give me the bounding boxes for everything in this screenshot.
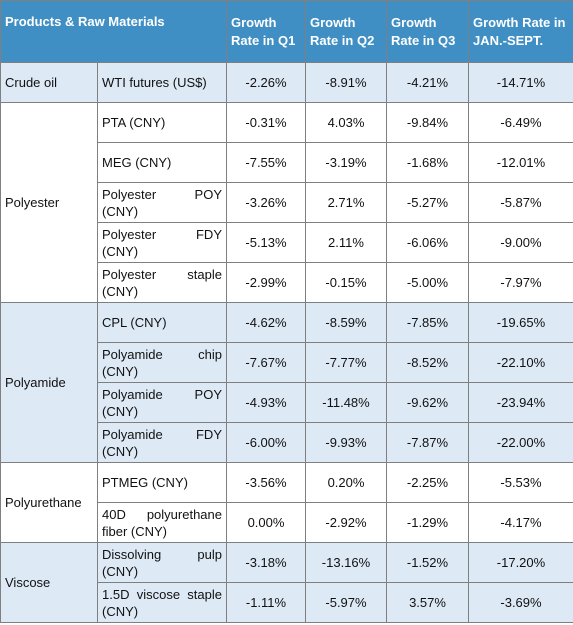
table-row: Viscose Dissolving pulp (CNY) -3.18% -13.16… [0,542,573,623]
table-row: Polyamide CPL (CNY) -4.62% -8.59% -7.85% -19.… [0,302,573,463]
q3-value-cell: -9.62% [386,382,469,423]
q2-value-cell: 4.03% [305,102,387,143]
jan-sept-value-cell: -17.20% [468,542,573,583]
q3-value-cell: -7.85% [386,302,469,343]
q3-value-cell: -2.25% [386,462,469,503]
group-name-cell: Polyurethane [0,462,98,543]
q1-value-cell: -2.99% [226,262,306,303]
q1-value-cell: -7.55% [226,142,306,183]
header-row: Products & Raw Materials Growth Rate in … [0,0,573,63]
jan-sept-value-cell: -23.94% [468,382,573,423]
header-q3: Growth Rate in Q3 [386,0,469,63]
header-jan-sept: Growth Rate in JAN.-SEPT. [468,0,573,63]
item-name-cell: Polyester POY (CNY) [97,182,227,223]
q3-value-cell: -8.52% [386,342,469,383]
q2-value-cell: -5.97% [305,582,387,623]
item-name-cell: CPL (CNY) [97,302,227,343]
jan-sept-value-cell: -19.65% [468,302,573,343]
item-name-cell: Polyester FDY (CNY) [97,222,227,263]
q1-value-cell: -3.18% [226,542,306,583]
item-name-cell: PTMEG (CNY) [97,462,227,503]
q1-value-cell: -6.00% [226,422,306,463]
q2-value-cell: 2.11% [305,222,387,263]
header-products: Products & Raw Materials [0,0,227,63]
q1-value-cell: -4.62% [226,302,306,343]
jan-sept-value-cell: -9.00% [468,222,573,263]
jan-sept-value-cell: -5.53% [468,462,573,503]
table-row: Polyamide POY (CNY) -4.93% -11.48% -9.62% -2… [1,382,573,423]
q3-value-cell: -5.00% [386,262,469,303]
q3-value-cell: -1.29% [386,502,469,543]
item-name-cell: Polyamide FDY (CNY) [97,422,227,463]
jan-sept-value-cell: -14.71% [468,62,573,103]
q1-value-cell: -5.13% [226,222,306,263]
item-name-cell: Dissolving pulp (CNY) [97,542,227,583]
table-row: Polyamide chip (CNY) -7.67% -7.77% -8.52% -2… [1,342,573,383]
q2-value-cell: -9.93% [305,422,387,463]
item-name-cell: PTA (CNY) [97,102,227,143]
table-row: Polyamide FDY (CNY) -6.00% -9.93% -7.87% -22… [1,422,573,463]
item-name-cell: MEG (CNY) [97,142,227,183]
group-name-cell: Viscose [0,542,98,623]
table-row: Polyester FDY (CNY) -5.13% 2.11% -6.06% -9.0… [1,222,573,263]
q1-value-cell: -3.26% [226,182,306,223]
table-row: 1.5D viscose staple (CNY) -1.11% -5.97% 3.5… [1,582,573,623]
jan-sept-value-cell: -4.17% [468,502,573,543]
q3-value-cell: -7.87% [386,422,469,463]
q2-value-cell: -7.77% [305,342,387,383]
item-name-cell: Polyamide POY (CNY) [97,382,227,423]
table-row: Polyester staple (CNY) -2.99% -0.15% -5.00%… [1,262,573,303]
item-name-cell: WTI futures (US$) [97,62,227,103]
item-name-cell: 40D polyurethane fiber (CNY) [97,502,227,543]
q3-value-cell: 3.57% [386,582,469,623]
q3-value-cell: -6.06% [386,222,469,263]
item-name-cell: Polyester staple (CNY) [97,262,227,303]
q1-value-cell: -7.67% [226,342,306,383]
q2-value-cell: -2.92% [305,502,387,543]
table-row: Crude oil WTI futures (US$) -2.26% -8.91% -4… [0,62,573,103]
table-row: Polyurethane PTMEG (CNY) -3.56% 0.20% -2.25%… [0,462,573,543]
header-q1: Growth Rate in Q1 [226,0,306,63]
q1-value-cell: 0.00% [226,502,306,543]
item-name-cell: 1.5D viscose staple (CNY) [97,582,227,623]
jan-sept-value-cell: -22.00% [468,422,573,463]
q3-value-cell: -5.27% [386,182,469,223]
jan-sept-value-cell: -5.87% [468,182,573,223]
jan-sept-value-cell: -6.49% [468,102,573,143]
q1-value-cell: -3.56% [226,462,306,503]
q3-value-cell: -4.21% [386,62,469,103]
jan-sept-value-cell: -12.01% [468,142,573,183]
jan-sept-value-cell: -3.69% [468,582,573,623]
table-row: 40D polyurethane fiber (CNY) 0.00% -2.92% -… [1,502,573,543]
table-body: Crude oil WTI futures (US$) -2.26% -8.91% -4… [0,62,573,623]
table-row: Polyester PTA (CNY) -0.31% 4.03% -9.84% -6.49… [0,102,573,303]
group-name-cell: Crude oil [0,62,98,103]
group-name-cell: Polyester [0,102,98,303]
q1-value-cell: -1.11% [226,582,306,623]
q3-value-cell: -1.68% [386,142,469,183]
q2-value-cell: 0.20% [305,462,387,503]
group-name-cell: Polyamide [0,302,98,463]
q2-value-cell: -8.59% [305,302,387,343]
q2-value-cell: 2.71% [305,182,387,223]
q1-value-cell: -4.93% [226,382,306,423]
q3-value-cell: -9.84% [386,102,469,143]
q2-value-cell: -3.19% [305,142,387,183]
table-row: MEG (CNY) -7.55% -3.19% -1.68% -12.01% [1,142,573,183]
jan-sept-value-cell: -7.97% [468,262,573,303]
q2-value-cell: -8.91% [305,62,387,103]
q3-value-cell: -1.52% [386,542,469,583]
q1-value-cell: -0.31% [226,102,306,143]
q2-value-cell: -11.48% [305,382,387,423]
item-name-cell: Polyamide chip (CNY) [97,342,227,383]
header-q2: Growth Rate in Q2 [305,0,387,63]
q1-value-cell: -2.26% [226,62,306,103]
jan-sept-value-cell: -22.10% [468,342,573,383]
q2-value-cell: -0.15% [305,262,387,303]
table-row: Polyester POY (CNY) -3.26% 2.71% -5.27% -5.8… [1,182,573,223]
q2-value-cell: -13.16% [305,542,387,583]
